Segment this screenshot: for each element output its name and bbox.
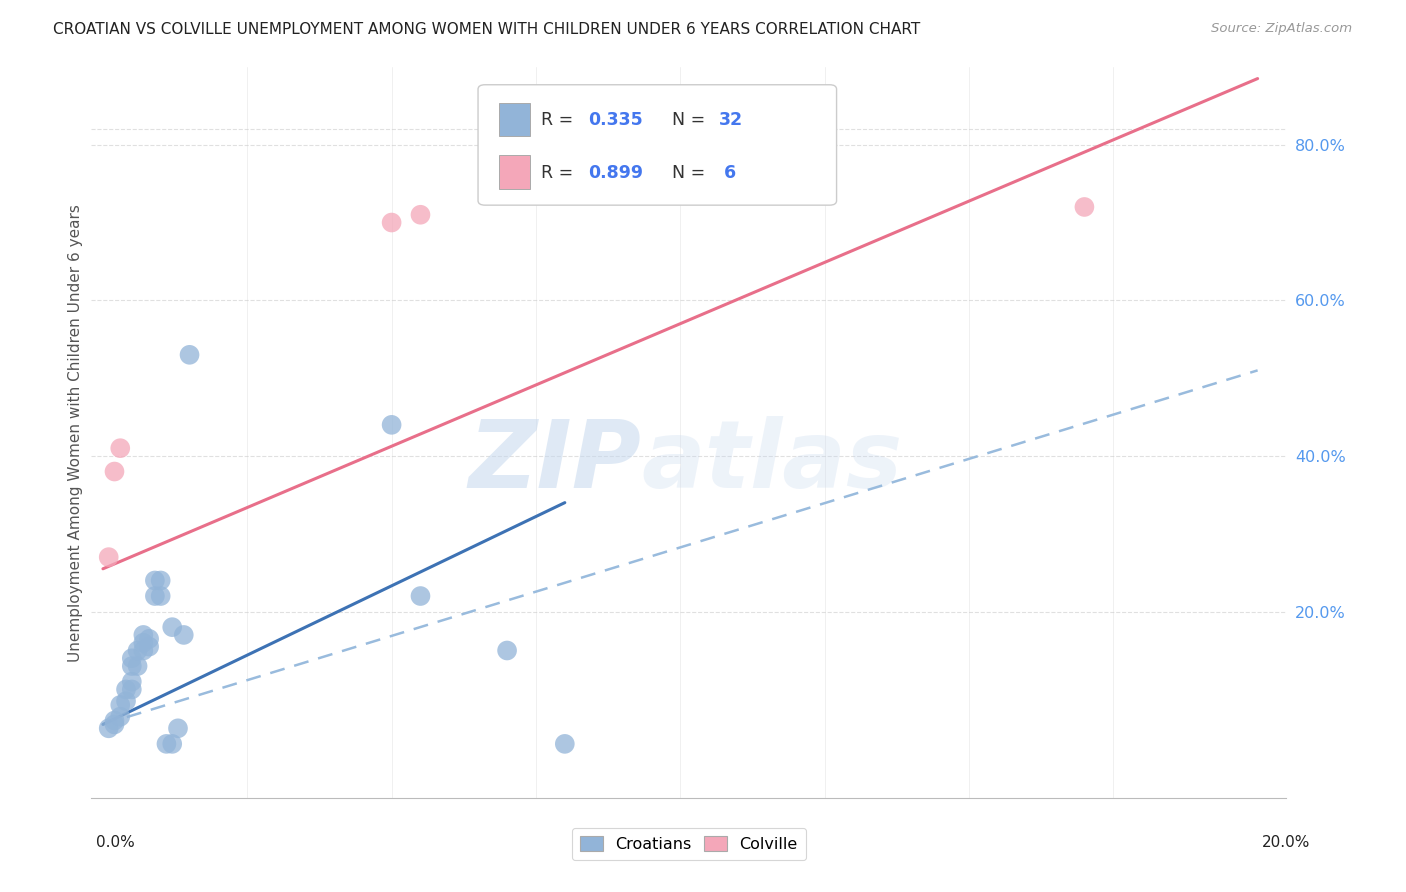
Point xyxy=(121,659,143,673)
Point xyxy=(409,208,432,222)
Text: 32: 32 xyxy=(718,112,742,129)
Point xyxy=(160,620,183,634)
Point xyxy=(496,643,519,657)
Point xyxy=(149,589,172,603)
Point xyxy=(381,215,404,229)
Point xyxy=(179,348,201,362)
Point xyxy=(143,589,166,603)
Point xyxy=(132,643,155,657)
Y-axis label: Unemployment Among Women with Children Under 6 years: Unemployment Among Women with Children U… xyxy=(67,203,83,662)
Point xyxy=(1073,200,1095,214)
Text: N =: N = xyxy=(672,164,711,182)
Point xyxy=(155,737,177,751)
Point xyxy=(149,574,172,588)
Point xyxy=(143,574,166,588)
Legend: Croatians, Colville: Croatians, Colville xyxy=(572,828,806,860)
Text: R =: R = xyxy=(541,112,579,129)
Point xyxy=(97,550,120,565)
Point xyxy=(115,682,138,697)
Point xyxy=(173,628,195,642)
Point xyxy=(121,651,143,665)
Point xyxy=(103,465,125,479)
Point xyxy=(121,674,143,689)
Point xyxy=(138,640,160,654)
Point xyxy=(110,698,132,712)
Text: Source: ZipAtlas.com: Source: ZipAtlas.com xyxy=(1212,22,1353,36)
Point xyxy=(127,659,149,673)
Text: 20.0%: 20.0% xyxy=(1263,836,1310,850)
Text: N =: N = xyxy=(672,112,711,129)
Point xyxy=(110,709,132,723)
Point xyxy=(127,643,149,657)
Point xyxy=(103,717,125,731)
Point xyxy=(138,632,160,646)
Point xyxy=(103,714,125,728)
Point xyxy=(132,636,155,650)
Text: CROATIAN VS COLVILLE UNEMPLOYMENT AMONG WOMEN WITH CHILDREN UNDER 6 YEARS CORREL: CROATIAN VS COLVILLE UNEMPLOYMENT AMONG … xyxy=(53,22,921,37)
Point xyxy=(115,694,138,708)
Text: 0.0%: 0.0% xyxy=(96,836,135,850)
Point xyxy=(121,682,143,697)
Text: 6: 6 xyxy=(718,164,737,182)
Text: atlas: atlas xyxy=(641,416,903,508)
Text: 0.899: 0.899 xyxy=(588,164,643,182)
Point xyxy=(110,441,132,455)
Point xyxy=(409,589,432,603)
Point xyxy=(97,721,120,735)
Text: 0.335: 0.335 xyxy=(588,112,643,129)
Text: R =: R = xyxy=(541,164,579,182)
Point xyxy=(160,737,183,751)
Point xyxy=(132,628,155,642)
Text: ZIP: ZIP xyxy=(468,416,641,508)
Point xyxy=(381,417,404,432)
Point xyxy=(554,737,576,751)
Point xyxy=(167,721,190,735)
